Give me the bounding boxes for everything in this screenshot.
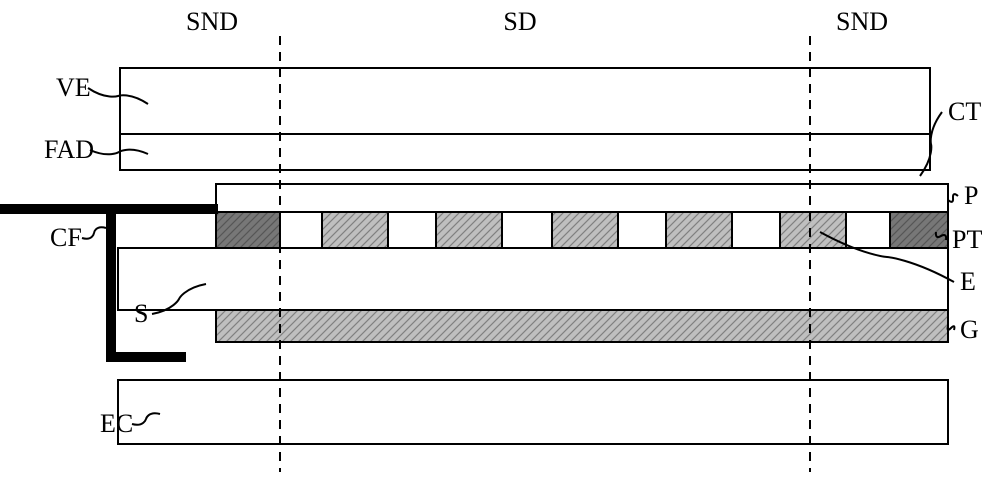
layer-top1 — [120, 68, 930, 134]
e-box-2 — [552, 212, 618, 248]
leader-EC — [132, 413, 160, 425]
label-G: G — [960, 315, 979, 344]
region-sd: SD — [503, 7, 536, 36]
label-S: S — [134, 299, 148, 328]
label-FAD: FAD — [44, 135, 94, 164]
pt-box-left — [216, 212, 280, 248]
label-E: E — [960, 267, 976, 296]
label-EC: EC — [100, 409, 133, 438]
leader-P — [948, 194, 958, 202]
e-box-0 — [322, 212, 388, 248]
layer-top2 — [120, 134, 930, 170]
region-snd_left: SND — [186, 7, 238, 36]
layer-strip_p — [216, 184, 948, 212]
layer-bottom — [118, 380, 948, 444]
layer-ground — [216, 310, 948, 342]
label-CT: CT — [948, 97, 981, 126]
label-CF: CF — [50, 223, 82, 252]
e-box-1 — [436, 212, 502, 248]
cf-foot — [106, 352, 186, 362]
label-P: P — [964, 181, 978, 210]
region-snd_right: SND — [836, 7, 888, 36]
e-box-3 — [666, 212, 732, 248]
leader-VE — [88, 88, 148, 104]
label-VE: VE — [56, 73, 91, 102]
leader-CF — [82, 227, 106, 238]
cf-vert — [106, 204, 116, 362]
e-box-4 — [780, 212, 846, 248]
label-PT: PT — [952, 225, 982, 254]
pt-box-right — [890, 212, 948, 248]
layer-substrate — [118, 248, 948, 310]
